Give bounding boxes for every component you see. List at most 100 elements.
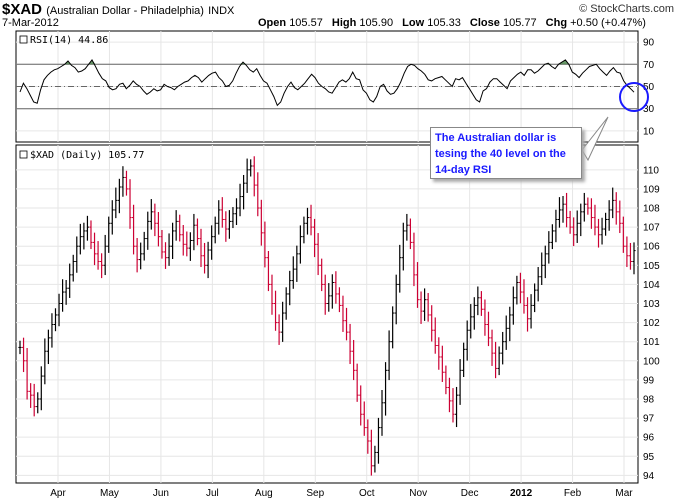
price-tick-label: 105 bbox=[643, 261, 660, 272]
price-bar bbox=[64, 280, 68, 305]
price-bar bbox=[263, 221, 267, 268]
exchange: INDX bbox=[208, 5, 235, 17]
price-bar bbox=[525, 297, 530, 332]
price-bar bbox=[476, 286, 480, 316]
price-bar bbox=[298, 225, 302, 264]
price-tick-label: 102 bbox=[643, 318, 660, 329]
price-bar bbox=[554, 209, 558, 243]
price-bar bbox=[266, 250, 271, 292]
price-tick-label: 98 bbox=[643, 394, 655, 405]
price-bar bbox=[479, 291, 483, 316]
price-bar bbox=[483, 299, 487, 336]
price-bar bbox=[277, 314, 281, 345]
price-x-axis: Apr May Jun Jul Aug Sep Oct Nov Dec 2012 Feb Mar bbox=[50, 488, 633, 499]
x-tick-label: Jul bbox=[206, 488, 219, 499]
price-bar bbox=[181, 225, 185, 256]
price-bar bbox=[238, 183, 242, 217]
price-bar bbox=[245, 158, 249, 193]
price-bar bbox=[96, 241, 100, 270]
price-bar bbox=[426, 292, 430, 322]
quote-bar: Open 105.57 High 105.90 Low 105.33 Close… bbox=[258, 17, 652, 29]
price-bar bbox=[398, 244, 402, 293]
price-bar bbox=[557, 197, 562, 228]
price-bar bbox=[568, 210, 572, 234]
rsi-reference-lines bbox=[16, 63, 638, 110]
price-bar bbox=[600, 217, 604, 245]
price-bar bbox=[593, 204, 597, 236]
price-bar bbox=[504, 315, 508, 350]
price-bar bbox=[131, 204, 136, 255]
price-legend-swatch bbox=[19, 150, 28, 159]
price-bar bbox=[423, 288, 427, 321]
high-value: 105.90 bbox=[359, 17, 394, 29]
price-tick-label: 106 bbox=[643, 242, 660, 253]
price-bar bbox=[327, 283, 331, 312]
price-tick-label: 94 bbox=[643, 471, 655, 482]
chg-label: Chg bbox=[545, 17, 568, 29]
price-bar bbox=[550, 224, 554, 250]
rsi-tick-label: 10 bbox=[643, 126, 655, 137]
price-bar bbox=[124, 170, 129, 196]
price-bar bbox=[391, 306, 395, 349]
price-bar bbox=[121, 166, 125, 197]
annotation-callout: The Australian dollar is tesing the 40 l… bbox=[430, 127, 582, 179]
price-bar bbox=[153, 203, 157, 237]
low-value: 105.33 bbox=[427, 17, 461, 29]
price-bar bbox=[71, 254, 75, 282]
price-bar bbox=[419, 291, 423, 324]
price-legend: $XAD (Daily) 105.77 bbox=[19, 150, 144, 161]
callout-line-1: The Australian dollar is bbox=[435, 132, 557, 144]
price-bar bbox=[29, 383, 33, 408]
price-bar bbox=[231, 207, 235, 229]
x-tick-label: Sep bbox=[306, 488, 324, 499]
rsi-tick-label: 90 bbox=[643, 38, 655, 49]
rsi-tick-label: 30 bbox=[643, 104, 655, 115]
price-bar bbox=[355, 363, 359, 402]
annotation-circle bbox=[619, 82, 649, 112]
price-title: $XAD (Daily) 105.77 bbox=[30, 150, 144, 161]
price-bar bbox=[167, 233, 171, 266]
rsi-tick-label: 70 bbox=[643, 60, 655, 71]
price-bar bbox=[465, 320, 469, 361]
price-bar bbox=[284, 287, 288, 320]
x-tick-label: Feb bbox=[564, 488, 582, 499]
price-bar bbox=[316, 233, 320, 276]
price-bar bbox=[256, 172, 260, 217]
price-bar bbox=[174, 210, 178, 241]
price-bar bbox=[100, 253, 104, 279]
price-bar bbox=[497, 346, 501, 376]
price-bar bbox=[408, 218, 413, 250]
price-bar bbox=[146, 211, 150, 250]
price-bar bbox=[128, 179, 132, 229]
price-bar bbox=[241, 174, 246, 210]
price-bar bbox=[171, 222, 175, 260]
x-tick-label: May bbox=[100, 488, 119, 499]
price-bar bbox=[454, 386, 459, 428]
x-tick-label: Mar bbox=[615, 488, 633, 499]
price-bar bbox=[447, 377, 452, 413]
price-bar bbox=[43, 338, 47, 385]
price-bar bbox=[348, 323, 352, 365]
price-tick-label: 100 bbox=[643, 356, 660, 367]
price-bar bbox=[281, 301, 285, 342]
price-bar bbox=[21, 337, 26, 373]
price-bar bbox=[85, 215, 90, 241]
price-bar bbox=[192, 213, 196, 251]
price-bar bbox=[273, 290, 278, 331]
callout-line-3: 14-day RSI bbox=[435, 164, 492, 176]
price-bar bbox=[387, 330, 391, 381]
rsi-legend: RSI(14) 44.86 bbox=[19, 35, 108, 46]
close-label: Close bbox=[469, 17, 500, 29]
price-bar bbox=[25, 347, 29, 400]
symbol-text: $XAD bbox=[2, 1, 43, 18]
chg-value: +0.50 (+0.47%) bbox=[570, 17, 646, 29]
price-bar bbox=[57, 293, 61, 327]
low-label: Low bbox=[402, 17, 425, 29]
price-bar bbox=[540, 252, 544, 285]
price-bar bbox=[139, 242, 143, 270]
price-bar bbox=[458, 359, 462, 405]
price-bar bbox=[330, 274, 334, 309]
callout-pointer bbox=[581, 116, 609, 162]
price-tick-label: 108 bbox=[643, 204, 660, 215]
